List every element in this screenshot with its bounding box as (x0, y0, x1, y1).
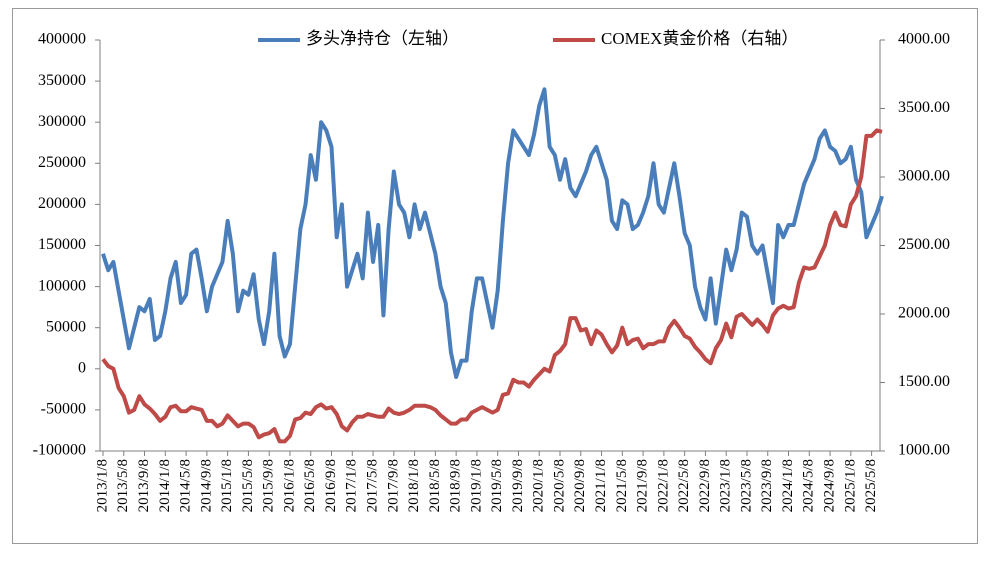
series-line (101, 87, 884, 380)
series-line (101, 128, 883, 444)
y-tick-label: -50000 (41, 401, 86, 418)
x-tick-label: 2022/5/8 (676, 459, 692, 512)
x-tick-label: 2019/5/8 (489, 459, 505, 512)
y-tick-label: 250000 (38, 154, 86, 171)
x-tick-label: 2022/9/8 (697, 459, 713, 512)
y-tick-label: 0 (78, 359, 86, 376)
x-tick-label: 2021/5/8 (614, 459, 630, 512)
x-tick-label: 2019/1/8 (468, 459, 484, 512)
x-tick-label: 2017/1/8 (344, 459, 360, 512)
x-tick-label: 2023/9/8 (759, 459, 775, 512)
y2-tick-label: 4000.00 (898, 31, 950, 48)
legend-label: COMEX黄金价格（右轴） (601, 29, 798, 48)
x-tick-label: 2014/9/8 (198, 459, 214, 512)
x-tick-label: 2018/1/8 (406, 459, 422, 512)
x-tick-label: 2013/9/8 (136, 459, 152, 512)
y-tick-label: 50000 (46, 318, 86, 335)
x-tick-label: 2019/9/8 (510, 459, 526, 512)
x-tick-label: 2015/1/8 (219, 459, 235, 512)
x-tick-label: 2020/9/8 (572, 459, 588, 512)
y2-tick-label: 3500.00 (898, 99, 950, 116)
y-tick-label: 150000 (38, 236, 86, 253)
x-tick-label: 2017/5/8 (364, 459, 380, 512)
y-tick-label: 350000 (38, 72, 86, 89)
x-tick-label: 2022/1/8 (655, 459, 671, 512)
x-tick-label: 2018/9/8 (448, 459, 464, 512)
x-tick-label: 2025/1/8 (842, 459, 858, 512)
x-tick-label: 2023/5/8 (738, 459, 754, 512)
x-tick-label: 2016/1/8 (281, 459, 297, 512)
y2-tick-label: 1000.00 (898, 442, 950, 459)
y-tick-label: 400000 (38, 31, 86, 48)
x-tick-label: 2016/9/8 (323, 459, 339, 512)
x-tick-label: 2018/5/8 (427, 459, 443, 512)
x-tick-label: 2013/5/8 (115, 459, 131, 512)
y-tick-label: 200000 (38, 195, 86, 212)
x-tick-label: 2024/5/8 (801, 459, 817, 512)
x-tick-label: 2013/1/8 (94, 459, 110, 512)
y2-tick-label: 2500.00 (898, 236, 950, 253)
x-tick-label: 2014/5/8 (178, 459, 194, 512)
y2-tick-label: 2000.00 (898, 305, 950, 322)
x-tick-label: 2024/9/8 (822, 459, 838, 512)
x-tick-label: 2025/5/8 (863, 459, 879, 512)
y2-tick-label: 1500.00 (898, 373, 950, 390)
x-tick-label: 2020/5/8 (551, 459, 567, 512)
y-tick-label: 100000 (38, 277, 86, 294)
y-tick-label: 300000 (38, 113, 86, 130)
x-tick-label: 2014/1/8 (157, 459, 173, 512)
x-tick-label: 2015/9/8 (261, 459, 277, 512)
x-tick-label: 2024/1/8 (780, 459, 796, 512)
x-tick-label: 2016/5/8 (302, 459, 318, 512)
x-tick-label: 2017/9/8 (385, 459, 401, 512)
y2-tick-label: 3000.00 (898, 168, 950, 185)
y-tick-label: -100000 (33, 442, 86, 459)
legend-label: 多头净持仓（左轴） (306, 29, 459, 48)
frame (12, 8, 978, 544)
x-tick-label: 2015/5/8 (240, 459, 256, 512)
x-tick-label: 2020/1/8 (531, 459, 547, 512)
x-tick-label: 2021/1/8 (593, 459, 609, 512)
x-tick-label: 2021/9/8 (635, 459, 651, 512)
x-tick-label: 2023/1/8 (718, 459, 734, 512)
